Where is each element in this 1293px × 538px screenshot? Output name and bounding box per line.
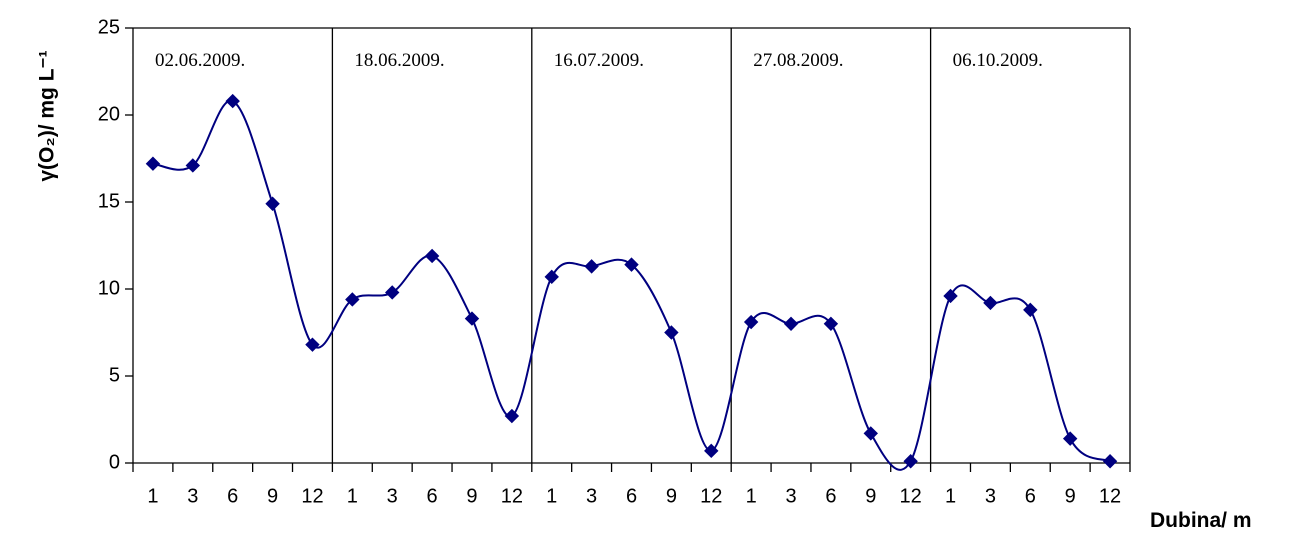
x-tick-label: 12 xyxy=(301,485,323,507)
data-point-marker xyxy=(185,158,201,173)
y-tick-label: 0 xyxy=(109,451,120,473)
x-tick-label: 3 xyxy=(985,485,996,507)
x-tick-label: 1 xyxy=(945,485,956,507)
x-tick-label: 9 xyxy=(666,485,677,507)
data-point-marker xyxy=(544,269,559,285)
data-point-marker xyxy=(265,196,280,211)
x-tick-label: 12 xyxy=(1099,485,1121,507)
data-point-marker xyxy=(385,285,400,300)
data-point-marker xyxy=(823,316,839,332)
x-tick-label: 6 xyxy=(825,485,836,507)
x-tick-label: 12 xyxy=(501,485,523,507)
panel-date-label: 16.07.2009. xyxy=(554,50,644,71)
panel-date-label: 18.06.2009. xyxy=(354,50,444,71)
data-point-marker xyxy=(743,314,759,330)
x-axis-ticks: 1 3 6 9 12 1 3 6 9 12 1 3 6 9 12 1 3 6 9 12 1 3 6 9 12 xyxy=(132,463,1131,507)
data-point-marker xyxy=(464,311,480,326)
x-tick-label: 1 xyxy=(147,485,158,507)
data-point-marker xyxy=(943,288,958,304)
x-tick-label: 1 xyxy=(546,485,557,507)
panel-date-label: 06.10.2009. xyxy=(953,50,1043,71)
x-tick-label: 6 xyxy=(227,485,238,507)
x-tick-label: 9 xyxy=(865,485,876,507)
data-point-marker xyxy=(504,408,520,424)
x-tick-label: 12 xyxy=(700,485,722,507)
x-tick-label: 1 xyxy=(746,485,757,507)
x-tick-label: 3 xyxy=(187,485,198,507)
y-tick-label: 25 xyxy=(98,16,120,38)
x-tick-label: 3 xyxy=(387,485,398,507)
panel-frames xyxy=(133,27,1131,463)
data-point-marker xyxy=(424,248,440,264)
axes xyxy=(132,28,1130,464)
data-point-marker xyxy=(1102,454,1118,469)
data-point-marker xyxy=(863,426,878,441)
x-axis-title: Dubina/ m xyxy=(1150,509,1252,532)
x-tick-label: 6 xyxy=(427,485,438,507)
series-line xyxy=(152,100,1111,471)
data-point-marker xyxy=(345,292,360,307)
y-tick-label: 10 xyxy=(98,277,120,299)
x-tick-label: 3 xyxy=(586,485,597,507)
data-point-marker xyxy=(783,316,799,332)
series-markers xyxy=(145,93,1118,469)
date-labels: 02.06.2009. 18.06.2009. 16.07.2009. 27.08.2… xyxy=(155,50,1043,71)
x-tick-label: 12 xyxy=(900,485,922,507)
panel-date-label: 27.08.2009. xyxy=(753,50,843,71)
y-axis-title: γ(O₂)/ mg L⁻¹ xyxy=(36,50,59,181)
data-point-marker xyxy=(664,325,679,340)
data-point-marker xyxy=(1023,302,1038,318)
x-tick-label: 1 xyxy=(347,485,358,507)
data-point-marker xyxy=(305,337,320,352)
y-axis-ticks: 0 5 10 15 20 25 xyxy=(98,16,133,473)
data-point-marker xyxy=(145,156,161,171)
x-tick-label: 9 xyxy=(267,485,278,507)
data-point-marker xyxy=(584,259,599,274)
data-point-marker xyxy=(704,443,719,459)
x-tick-label: 9 xyxy=(1065,485,1076,507)
x-tick-label: 6 xyxy=(1025,485,1036,507)
panel-date-label: 02.06.2009. xyxy=(155,50,245,71)
data-point-marker xyxy=(903,454,918,469)
x-tick-label: 3 xyxy=(785,485,796,507)
x-tick-label: 6 xyxy=(626,485,637,507)
y-tick-label: 5 xyxy=(109,364,120,386)
data-point-marker xyxy=(624,257,639,272)
data-point-marker xyxy=(983,295,998,311)
data-point-marker xyxy=(225,93,240,109)
x-tick-label: 9 xyxy=(466,485,477,507)
y-tick-label: 15 xyxy=(98,190,120,212)
oxygen-series-line xyxy=(152,100,1111,471)
y-tick-label: 20 xyxy=(98,103,120,125)
data-point-marker xyxy=(1062,431,1078,446)
